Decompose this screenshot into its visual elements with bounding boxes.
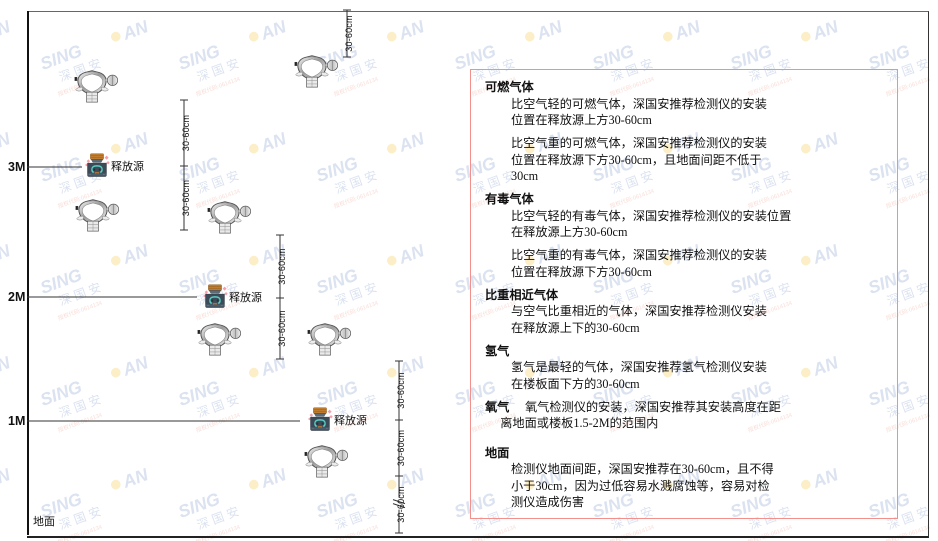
svg-text:30-60cm: 30-60cm xyxy=(396,372,406,408)
svg-text:30-60cm: 30-60cm xyxy=(277,310,287,346)
svg-text:释放源: 释放源 xyxy=(334,413,367,427)
svg-text:3M: 3M xyxy=(8,160,25,174)
svg-text:30-60cm: 30-60cm xyxy=(181,115,191,151)
svg-text:30-60cm: 30-60cm xyxy=(181,180,191,216)
svg-text:地面: 地面 xyxy=(33,515,55,528)
svg-text:2M: 2M xyxy=(8,290,25,304)
svg-text:释放源: 释放源 xyxy=(111,159,144,173)
svg-text:1M: 1M xyxy=(8,414,25,428)
svg-text:30-60cm: 30-60cm xyxy=(344,15,354,51)
svg-text:释放源: 释放源 xyxy=(229,290,262,304)
svg-text:30-60cm: 30-60cm xyxy=(396,486,406,522)
svg-text:30-60cm: 30-60cm xyxy=(277,248,287,284)
svg-text:30-60cm: 30-60cm xyxy=(396,430,406,466)
